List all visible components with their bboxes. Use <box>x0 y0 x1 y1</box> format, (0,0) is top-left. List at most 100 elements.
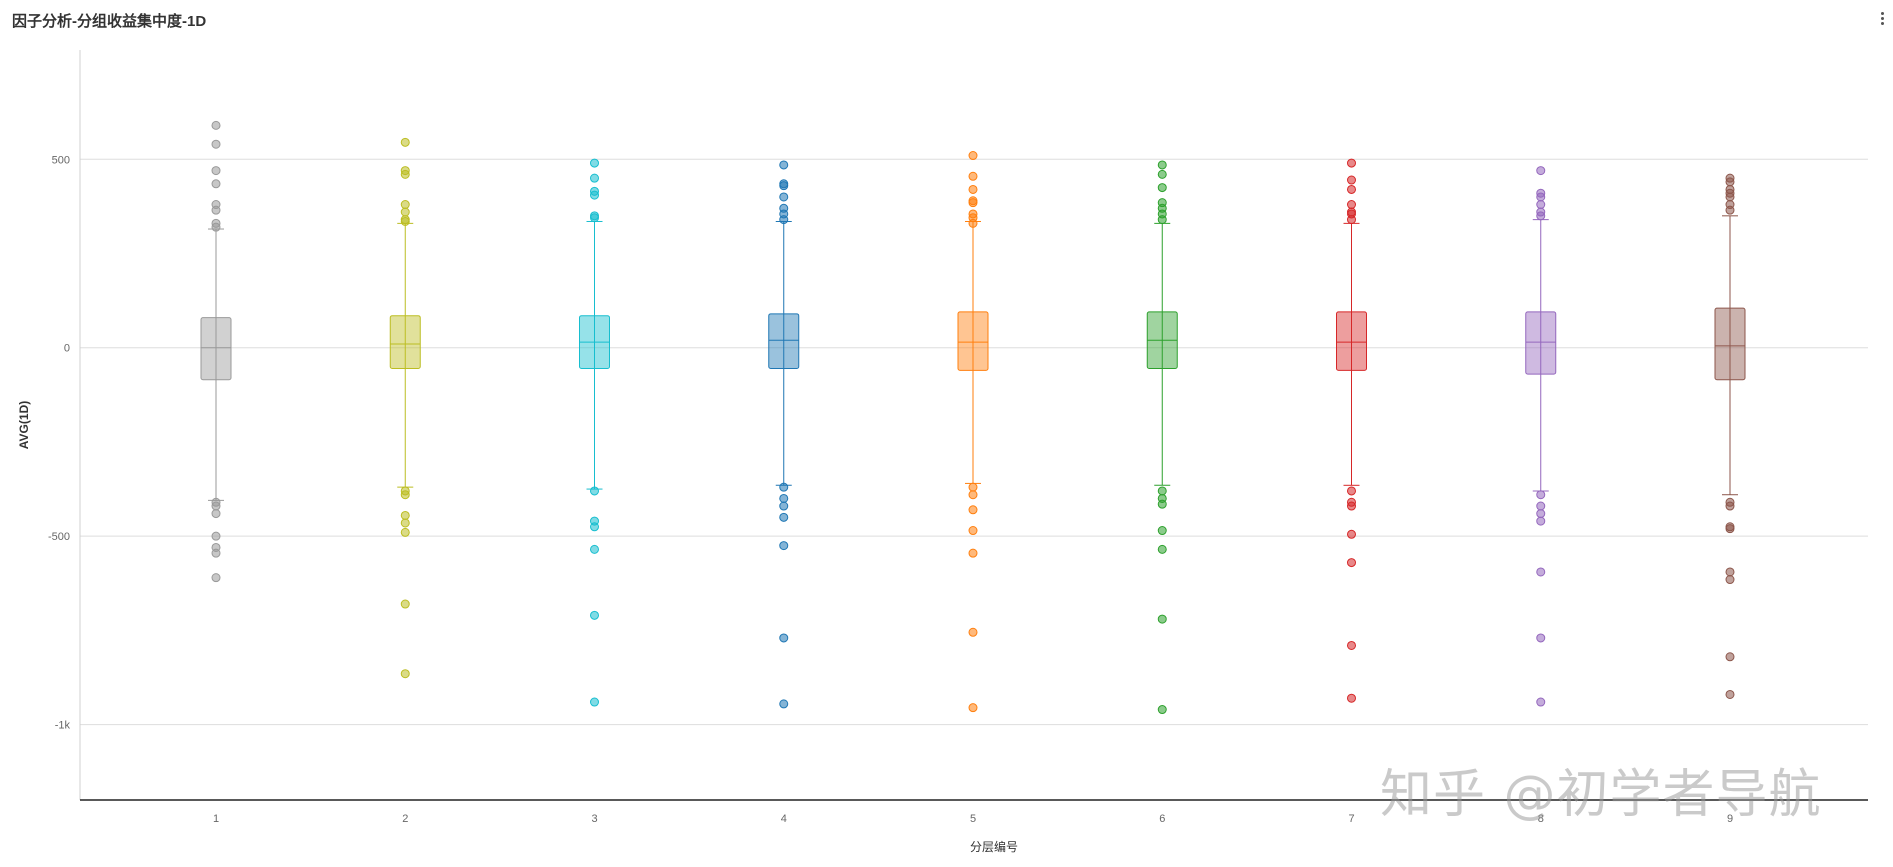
outlier-point <box>211 205 221 215</box>
outlier-point <box>1157 183 1167 193</box>
outlier-point <box>1536 697 1546 707</box>
outlier-point <box>211 531 221 541</box>
box <box>200 317 232 381</box>
outlier-point <box>1725 524 1735 534</box>
x-tick-label: 1 <box>213 813 219 825</box>
outlier-point <box>779 699 789 709</box>
outlier-point <box>1536 501 1546 511</box>
outlier-point <box>590 486 599 496</box>
outlier-point <box>1536 516 1546 526</box>
box-series <box>200 120 1746 715</box>
outlier-point <box>1536 166 1546 176</box>
box <box>389 315 421 369</box>
y-tick-label: -1k <box>55 720 71 732</box>
outlier-point <box>1347 200 1356 210</box>
outlier-point <box>211 501 221 511</box>
outlier-point <box>1157 499 1167 509</box>
x-tick-label: 2 <box>402 813 408 825</box>
box <box>1714 307 1746 381</box>
outlier-point <box>211 222 221 232</box>
x-tick-label: 9 <box>1727 813 1733 825</box>
outlier-point <box>1536 211 1546 221</box>
outlier-point <box>1347 215 1356 225</box>
outlier-point <box>590 544 599 554</box>
box-group <box>1525 166 1557 707</box>
outlier-point <box>779 501 789 511</box>
outlier-point <box>1157 486 1167 496</box>
y-axis-label: AVG(1D) <box>17 401 31 449</box>
outlier-point <box>1347 640 1356 650</box>
outlier-point <box>211 139 221 149</box>
box-group <box>579 158 610 707</box>
outlier-point <box>968 526 978 536</box>
outlier-point <box>968 151 978 161</box>
box <box>1336 311 1367 371</box>
outlier-point <box>779 215 789 225</box>
outlier-point <box>1347 158 1356 168</box>
x-tick-label: 5 <box>970 813 976 825</box>
box-group <box>1146 160 1178 715</box>
outlier-point <box>1725 205 1735 215</box>
x-axis: 1 2 3 4 5 6 7 8 9 <box>80 799 1868 825</box>
outlier-point <box>779 541 789 551</box>
outlier-point <box>1536 633 1546 643</box>
panel-title: 因子分析-分组收益集中度-1D <box>12 13 207 30</box>
outlier-point <box>968 490 978 500</box>
outlier-point <box>400 490 410 500</box>
box-group <box>768 160 800 709</box>
outlier-point <box>779 160 789 170</box>
box-group <box>389 137 421 679</box>
outlier-point <box>211 548 221 558</box>
outlier-point <box>779 192 789 202</box>
y-tick-label: 0 <box>64 343 70 355</box>
outlier-point <box>1725 652 1735 662</box>
outlier-point <box>1347 529 1356 539</box>
box-group <box>957 151 989 713</box>
outlier-point <box>968 184 978 194</box>
outlier-point <box>211 509 221 519</box>
outlier-point <box>590 213 599 223</box>
x-tick-label: 8 <box>1538 813 1544 825</box>
outlier-point <box>968 548 978 558</box>
outlier-point <box>968 218 978 228</box>
outlier-point <box>400 669 410 679</box>
outlier-point <box>968 198 978 208</box>
box-group <box>1714 173 1746 699</box>
more-options-icon[interactable] <box>1875 10 1889 32</box>
outlier-point <box>1536 509 1546 519</box>
outlier-point <box>968 627 978 637</box>
outlier-point <box>779 633 789 643</box>
outlier-point <box>211 179 221 189</box>
outlier-point <box>1725 567 1735 577</box>
x-tick-label: 6 <box>1159 813 1165 825</box>
outlier-point <box>1347 501 1356 511</box>
outlier-point <box>1157 215 1167 225</box>
outlier-point <box>1725 689 1735 699</box>
outlier-point <box>1725 575 1735 585</box>
outlier-point <box>1347 486 1356 496</box>
outlier-point <box>1536 490 1546 500</box>
outlier-point <box>1347 693 1356 703</box>
outlier-point <box>968 171 978 181</box>
outlier-point <box>400 599 410 609</box>
outlier-point <box>779 482 789 492</box>
outlier-point <box>590 190 599 200</box>
outlier-point <box>1157 705 1167 715</box>
outlier-point <box>211 166 221 176</box>
outlier-point <box>400 200 410 210</box>
outlier-point <box>400 527 410 537</box>
outlier-point <box>1347 184 1356 194</box>
outlier-point <box>1725 177 1735 187</box>
outlier-point <box>779 181 789 191</box>
outlier-point <box>400 518 410 528</box>
outlier-point <box>1536 192 1546 202</box>
y-tick-label: -500 <box>48 531 70 543</box>
watermark: 知乎 @初学者导航 <box>1380 765 1822 825</box>
outlier-point <box>590 522 599 532</box>
outlier-point <box>211 573 221 583</box>
outlier-point <box>400 137 410 147</box>
outlier-point <box>1157 526 1167 536</box>
box-group <box>200 120 232 583</box>
box <box>1525 311 1557 375</box>
